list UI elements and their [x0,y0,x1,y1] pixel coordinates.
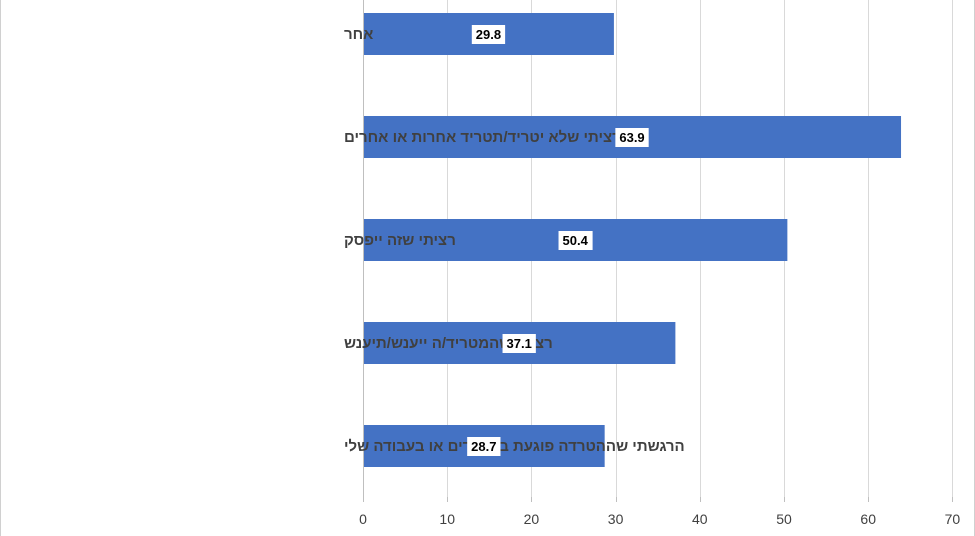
data-label: 50.4 [558,231,593,250]
data-label-background [467,437,501,456]
category-labels: אחר רציתי שלא יטריד/תטריד אחרות או אחרים ר… [344,26,685,455]
data-label-value: 63.9 [619,130,644,145]
data-label-value: 28.7 [471,439,496,454]
category-label: רציתי שהמטריד/ה ייענש/תיענש [344,335,553,352]
category-label: רציתי שלא יטריד/תטריד אחרות או אחרים [344,129,621,146]
x-tick-label: 10 [439,511,455,527]
data-label-background [558,231,593,250]
data-label: 29.8 [471,25,506,44]
axes [363,0,953,502]
category-label: הרגשתי שההטרדה פוגעת בלימודים או בעבודה … [344,438,685,455]
x-tick-label: 30 [608,511,624,527]
data-label-value: 50.4 [563,233,589,248]
data-label: 63.9 [615,128,649,147]
category-label: רציתי שזה ייפסק [344,232,456,249]
x-tick-label: 0 [359,511,367,527]
x-tick-label: 40 [692,511,708,527]
tick-labels: 0 10 20 30 40 50 60 70 [359,511,960,527]
data-label: 37.1 [502,334,536,353]
data-label-background [502,334,536,353]
data-label: 28.7 [467,437,501,456]
category-label: אחר [344,26,373,43]
data-label-background [615,128,649,147]
x-tick-label: 60 [860,511,876,527]
data-label-value: 37.1 [507,336,532,351]
data-label-value: 29.8 [476,27,501,42]
x-tick-label: 70 [945,511,961,527]
x-tick-label: 50 [776,511,792,527]
data-labels: 29.8 63.9 50.4 37.1 28.7 [467,25,649,456]
x-tick-label: 20 [524,511,540,527]
data-label-background [471,25,506,44]
